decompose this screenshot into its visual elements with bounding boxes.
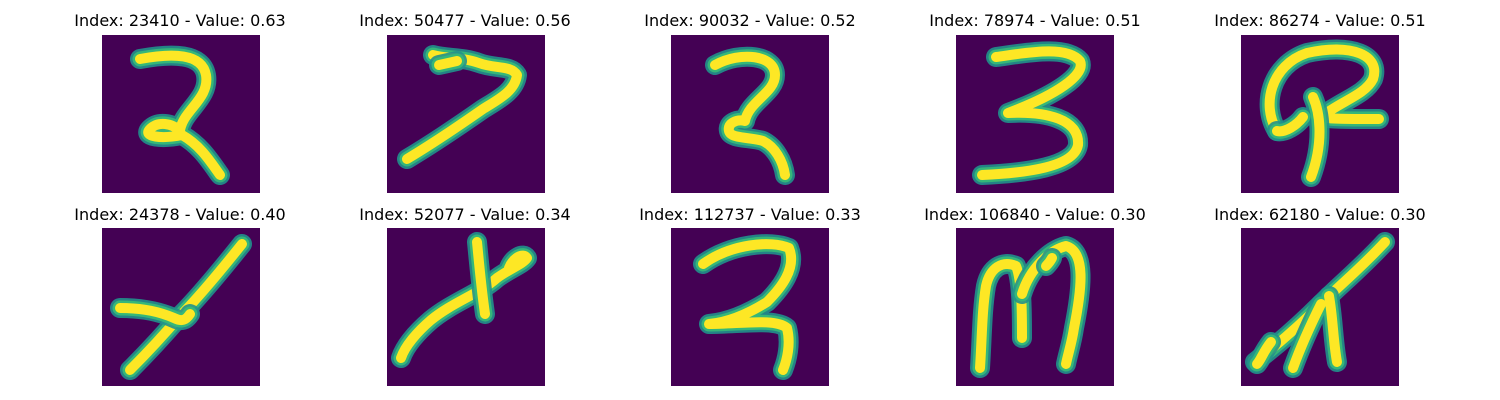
digit-image-10 [956,228,1114,386]
panel-title-6: Index: 24378 - Value: 0.40 [74,205,286,224]
panel-title-7: Index: 52077 - Value: 0.34 [359,205,571,224]
panel-title-3: Index: 90032 - Value: 0.52 [644,11,856,30]
digit-image-2 [387,35,545,193]
digit-image-3 [671,35,829,193]
panel-title-9: Index: 106840 - Value: 0.30 [924,205,1146,224]
panel-title-5: Index: 86274 - Value: 0.51 [1214,11,1426,30]
panel-title-1: Index: 23410 - Value: 0.63 [74,11,286,30]
digit-image-8 [387,228,545,386]
panel-title-8: Index: 112737 - Value: 0.33 [639,205,861,224]
digit-image-11 [1241,228,1399,386]
digit-image-5 [1241,35,1399,193]
digit-image-4 [956,35,1114,193]
digit-image-1 [102,35,260,193]
panel-title-10: Index: 62180 - Value: 0.30 [1214,205,1426,224]
digit-image-7 [102,228,260,386]
panel-title-2: Index: 50477 - Value: 0.56 [359,11,571,30]
digit-image-9 [671,228,829,386]
panel-title-4: Index: 78974 - Value: 0.51 [929,11,1141,30]
